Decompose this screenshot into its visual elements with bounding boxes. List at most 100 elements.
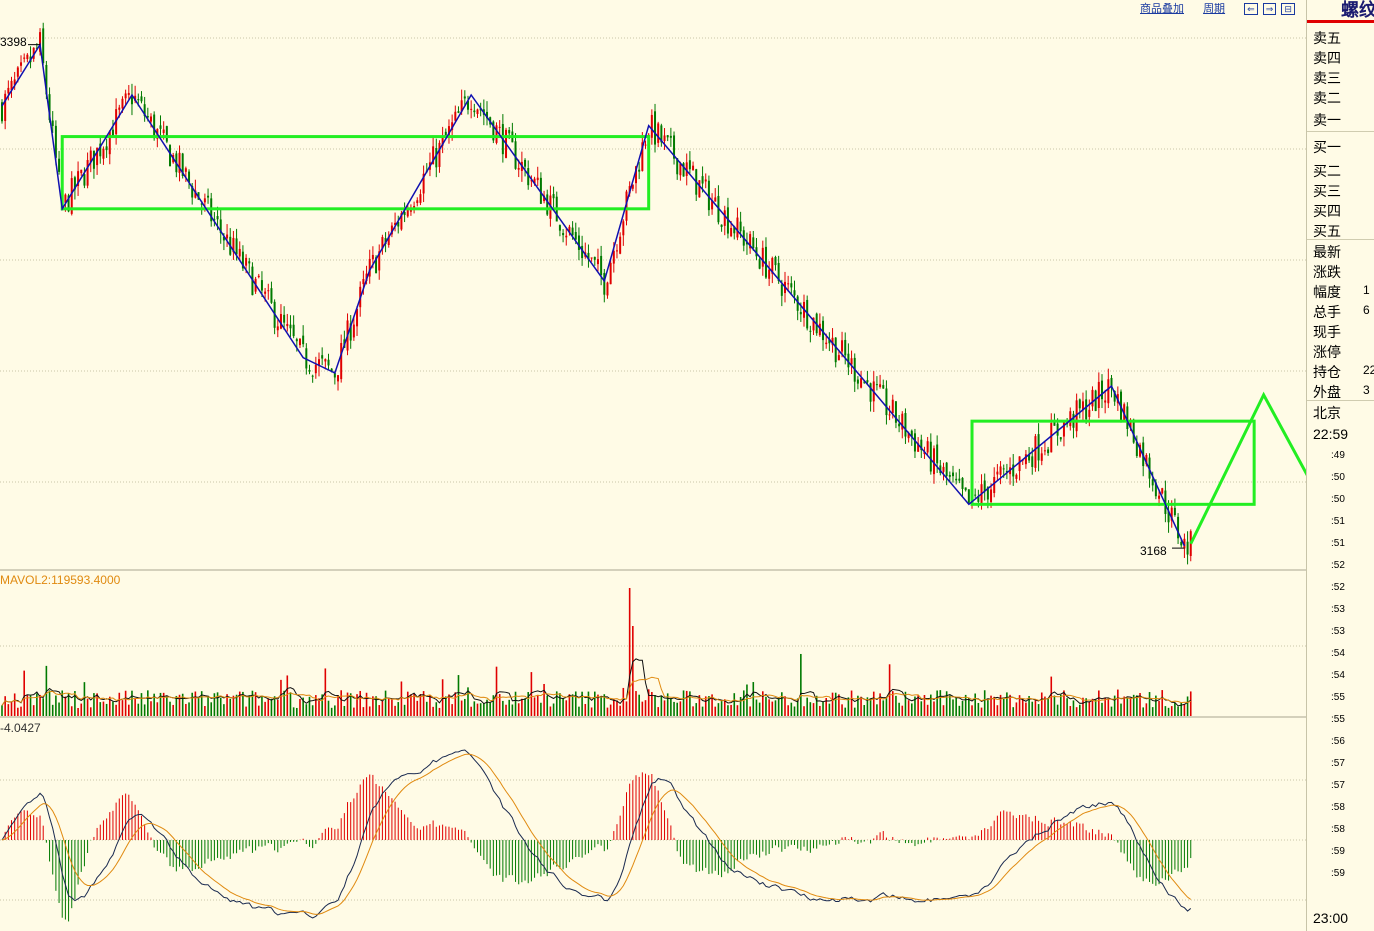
candle-body bbox=[89, 150, 92, 163]
candle-body bbox=[419, 194, 422, 203]
candle-body bbox=[787, 283, 790, 285]
candle-body bbox=[99, 143, 102, 157]
candle-body bbox=[387, 236, 390, 246]
projection-line bbox=[1189, 391, 1306, 545]
candle-body bbox=[1151, 479, 1154, 486]
candle-body bbox=[926, 441, 929, 453]
candle-body bbox=[289, 324, 292, 329]
candle-body bbox=[641, 142, 644, 171]
candle-body bbox=[831, 337, 834, 345]
candle-body bbox=[333, 372, 336, 378]
period-button[interactable]: 周期 bbox=[1203, 3, 1226, 15]
scroll-right-button[interactable]: ⇒ bbox=[1262, 3, 1277, 15]
candle-body bbox=[682, 163, 685, 177]
candle-body bbox=[1047, 449, 1050, 454]
candle-body bbox=[378, 251, 381, 271]
candle-body bbox=[1069, 411, 1072, 427]
candle-body bbox=[67, 195, 70, 212]
candle-body bbox=[1018, 456, 1021, 472]
candle-body bbox=[644, 144, 647, 146]
candle-body bbox=[375, 257, 378, 274]
candle-body bbox=[80, 169, 83, 174]
candle-body bbox=[51, 120, 54, 127]
tick-time-item: :52 bbox=[1331, 560, 1345, 571]
candle-body bbox=[232, 237, 235, 253]
candle-body bbox=[403, 212, 406, 216]
candle-body bbox=[45, 64, 48, 95]
candle-body bbox=[463, 96, 466, 99]
candle-body bbox=[10, 80, 13, 91]
candle-body bbox=[26, 54, 29, 60]
candle-body bbox=[58, 158, 61, 172]
candle-body bbox=[945, 462, 948, 476]
candle-body bbox=[974, 494, 977, 496]
candle-body bbox=[834, 337, 837, 363]
candle-body bbox=[111, 129, 114, 138]
candle-body bbox=[780, 284, 783, 296]
candle-body bbox=[413, 206, 416, 209]
candle-body bbox=[736, 217, 739, 238]
volume-indicator-label: MAVOL2:119593.4000 bbox=[0, 573, 121, 587]
chart-area[interactable]: 3398 3168 MAVOL2:119593.4000 -4.0427 商品叠… bbox=[0, 0, 1306, 931]
overlay-button[interactable]: 商品叠加 bbox=[1140, 3, 1184, 15]
candle-body bbox=[302, 335, 305, 345]
candle-body bbox=[1154, 482, 1157, 497]
candle-body bbox=[416, 200, 419, 204]
candle-body bbox=[894, 401, 897, 423]
separator bbox=[1307, 239, 1374, 240]
tick-time-item: :55 bbox=[1331, 714, 1345, 725]
candle-body bbox=[1132, 419, 1135, 443]
candle-body bbox=[118, 107, 121, 110]
candle-body bbox=[768, 269, 771, 279]
candle-body bbox=[723, 210, 726, 226]
candle-body bbox=[996, 471, 999, 475]
tick-time-item: :50 bbox=[1331, 472, 1345, 483]
candle-body bbox=[907, 432, 910, 439]
candle-body bbox=[169, 145, 172, 167]
scroll-left-button[interactable]: ⇐ bbox=[1244, 3, 1258, 15]
candle-body bbox=[796, 296, 799, 311]
candle-body bbox=[432, 146, 435, 165]
candle-body bbox=[1088, 409, 1091, 417]
candle-body bbox=[330, 368, 333, 372]
buy4-label: 买四 bbox=[1313, 203, 1341, 219]
candle-body bbox=[226, 234, 229, 239]
candle-body bbox=[685, 162, 688, 176]
candle-body bbox=[822, 320, 825, 341]
candle-body bbox=[203, 198, 206, 203]
candle-body bbox=[1104, 400, 1107, 403]
candle-body bbox=[92, 150, 95, 169]
candle-body bbox=[533, 178, 536, 184]
candle-body bbox=[473, 110, 476, 113]
candle-body bbox=[7, 87, 10, 94]
buy5-label: 买五 bbox=[1313, 223, 1341, 239]
candle-body bbox=[245, 257, 248, 266]
candle-body bbox=[105, 146, 108, 151]
candle-body bbox=[406, 207, 409, 217]
candle-body bbox=[1059, 437, 1062, 440]
candle-body bbox=[1031, 456, 1034, 467]
candle-body bbox=[476, 109, 479, 114]
candle-body bbox=[371, 254, 374, 260]
candle-body bbox=[774, 256, 777, 266]
candle-body bbox=[901, 413, 904, 430]
tick-time-item: :58 bbox=[1331, 824, 1345, 835]
sell3-label: 卖三 bbox=[1313, 70, 1341, 86]
tick-time-item: :56 bbox=[1331, 736, 1345, 747]
open-interest-label: 持仓 bbox=[1313, 364, 1341, 380]
collapse-button[interactable]: ⊟ bbox=[1281, 3, 1295, 15]
candle-body bbox=[967, 489, 970, 503]
candle-body bbox=[739, 221, 742, 232]
candle-body bbox=[178, 152, 181, 173]
candle-body bbox=[939, 465, 942, 474]
location-label: 北京 bbox=[1313, 405, 1341, 421]
candle-body bbox=[457, 111, 460, 113]
candle-body bbox=[264, 291, 267, 294]
candle-body bbox=[194, 190, 197, 198]
tick-time-item: :51 bbox=[1331, 516, 1345, 527]
candle-body bbox=[707, 180, 710, 211]
candle-body bbox=[153, 114, 156, 139]
candle-body bbox=[498, 126, 501, 128]
price-chart[interactable] bbox=[0, 0, 1306, 931]
candle-body bbox=[83, 174, 86, 186]
